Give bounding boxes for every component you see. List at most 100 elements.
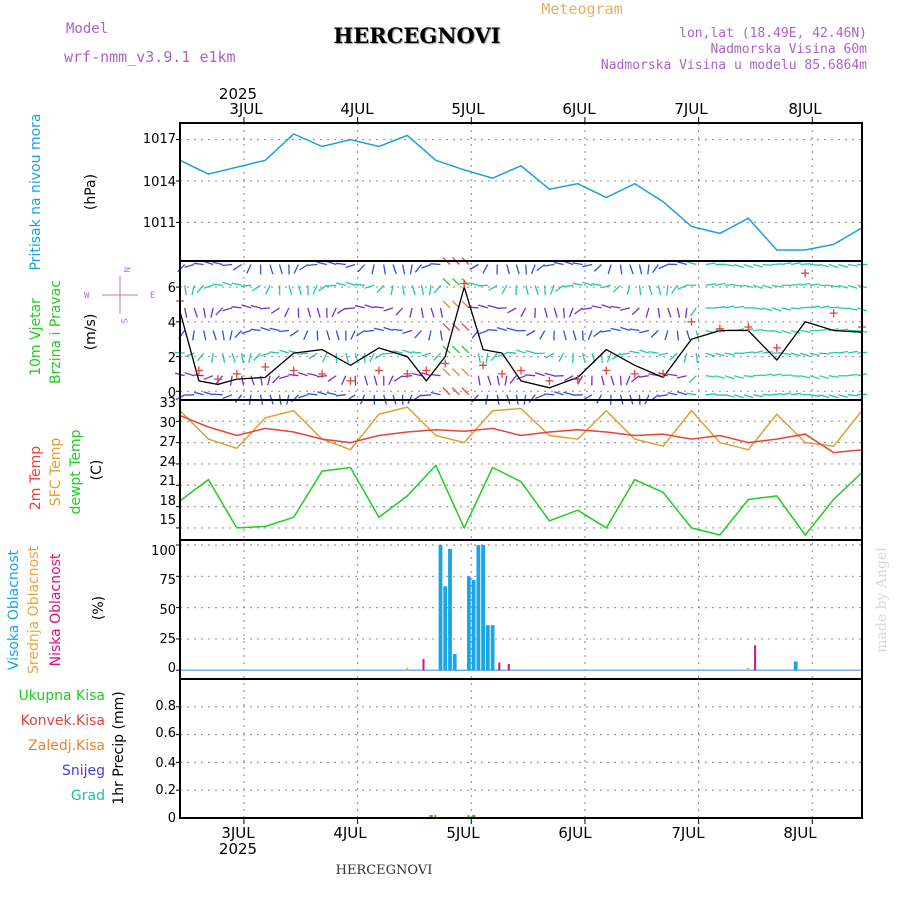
wind-arrow bbox=[270, 307, 280, 315]
wind-arrow bbox=[715, 306, 726, 309]
cloud-bar bbox=[793, 661, 798, 671]
wind-arrow bbox=[307, 392, 318, 396]
wind-arrow bbox=[563, 391, 574, 396]
wind-arrow bbox=[212, 393, 223, 396]
wind-arrow bbox=[534, 372, 545, 377]
wind-arrow bbox=[828, 351, 839, 354]
wind-arrow bbox=[536, 263, 546, 272]
model-name: wrf-nmm_v3.9.1 e1km bbox=[64, 48, 236, 66]
wind-arrow bbox=[442, 322, 451, 331]
wind-arrow bbox=[364, 304, 375, 309]
day-label-bottom: 4JUL bbox=[333, 824, 367, 842]
wind-unit: (m/s) bbox=[83, 314, 99, 351]
wind-arrow bbox=[781, 262, 792, 266]
temp-tick: 24 bbox=[159, 455, 176, 470]
day-label-top: 6JUL bbox=[562, 100, 596, 118]
wind-arrow bbox=[284, 307, 290, 318]
wind-arrow bbox=[838, 284, 849, 289]
wind-arrow bbox=[356, 329, 366, 337]
wind-arrow bbox=[221, 352, 226, 364]
wind-arrow bbox=[743, 375, 754, 378]
wind-arrow bbox=[250, 304, 261, 309]
wind-arrow bbox=[471, 394, 479, 403]
footer-station: HERCEGNOVI bbox=[336, 863, 433, 878]
wind-arrow bbox=[847, 373, 858, 377]
gust-marker bbox=[346, 376, 355, 385]
wind-arrow bbox=[743, 394, 754, 399]
wind-arrow bbox=[420, 307, 424, 318]
wind-arrow bbox=[525, 374, 536, 377]
wind-arrow bbox=[461, 300, 470, 309]
cloud-bar bbox=[467, 576, 471, 671]
wind-arrow bbox=[326, 391, 337, 396]
wind-arrow bbox=[411, 372, 422, 377]
watermark: made by Angel bbox=[874, 547, 890, 653]
wind-arrow bbox=[461, 387, 470, 396]
wind-arrow bbox=[298, 394, 309, 399]
wind-arrow bbox=[572, 262, 583, 266]
model-label: Model bbox=[66, 21, 108, 37]
wind-arrow bbox=[800, 329, 811, 333]
wind-arrow bbox=[421, 352, 432, 357]
wind-arrow bbox=[677, 261, 687, 266]
wind-arrow bbox=[610, 375, 615, 386]
wind-arrow bbox=[625, 375, 631, 386]
temp-label-3: dewpt Temp bbox=[68, 429, 84, 514]
wind-arrow bbox=[490, 352, 498, 362]
wind-arrow bbox=[392, 264, 397, 275]
day-label-bottom: 7JUL bbox=[671, 824, 705, 842]
wind-arrow bbox=[790, 307, 801, 310]
wind-arrow bbox=[601, 284, 612, 289]
wind-arrow bbox=[657, 352, 668, 357]
wind-arrow bbox=[572, 330, 577, 341]
temp-tick: 15 bbox=[159, 513, 176, 528]
wind-arrow bbox=[705, 262, 716, 266]
wind-arrow bbox=[222, 394, 233, 400]
gust-marker bbox=[687, 317, 696, 326]
wind-arrow bbox=[265, 285, 271, 295]
wind-arrow bbox=[373, 375, 378, 386]
wind-arrow bbox=[442, 300, 451, 309]
wind-arrow bbox=[345, 281, 356, 286]
wind-arrow bbox=[241, 304, 252, 309]
wind-arrow bbox=[819, 375, 830, 380]
wind-arrow bbox=[534, 285, 539, 296]
gust-marker bbox=[194, 366, 203, 375]
wind-arrow bbox=[515, 264, 520, 275]
wind-arrow bbox=[838, 350, 849, 354]
wind-arrow bbox=[177, 264, 186, 273]
wind-arrow bbox=[193, 307, 198, 318]
wind-arrow bbox=[781, 329, 792, 335]
wind-arrow bbox=[568, 307, 574, 318]
wind-arrow bbox=[297, 352, 308, 355]
wind-arrow bbox=[572, 282, 583, 286]
wind-arrow bbox=[221, 330, 225, 341]
wind-arrow bbox=[421, 263, 432, 269]
cloud-label-2: Srednja Oblacnost bbox=[26, 546, 42, 674]
cloud-bar bbox=[747, 667, 750, 671]
pressure-tick: 1014 bbox=[143, 175, 176, 190]
wind-arrow bbox=[388, 375, 394, 385]
wind-arrow bbox=[752, 350, 764, 354]
wind-arrow bbox=[506, 351, 517, 354]
wind-arrow bbox=[790, 283, 801, 286]
wind-arrow bbox=[753, 307, 764, 311]
wind-arrow bbox=[626, 285, 631, 296]
cloud-bar bbox=[507, 664, 510, 671]
cloud-bar bbox=[498, 662, 501, 671]
temp-tick: 30 bbox=[159, 416, 176, 431]
wind-arrow bbox=[724, 283, 735, 286]
wind-arrow bbox=[620, 326, 631, 332]
wind-arrow bbox=[610, 305, 621, 309]
wind-arrow bbox=[582, 307, 593, 311]
cloud-tick: 100 bbox=[151, 544, 176, 559]
wind-arrow bbox=[184, 372, 195, 377]
wind-arrow bbox=[800, 263, 811, 266]
wind-arrow bbox=[402, 349, 413, 354]
wind-arrow bbox=[647, 264, 650, 275]
wind-arrow bbox=[504, 375, 508, 386]
wind-tick: 2 bbox=[168, 351, 176, 366]
wind-arrow bbox=[279, 349, 290, 354]
wind-arrow bbox=[762, 373, 773, 377]
